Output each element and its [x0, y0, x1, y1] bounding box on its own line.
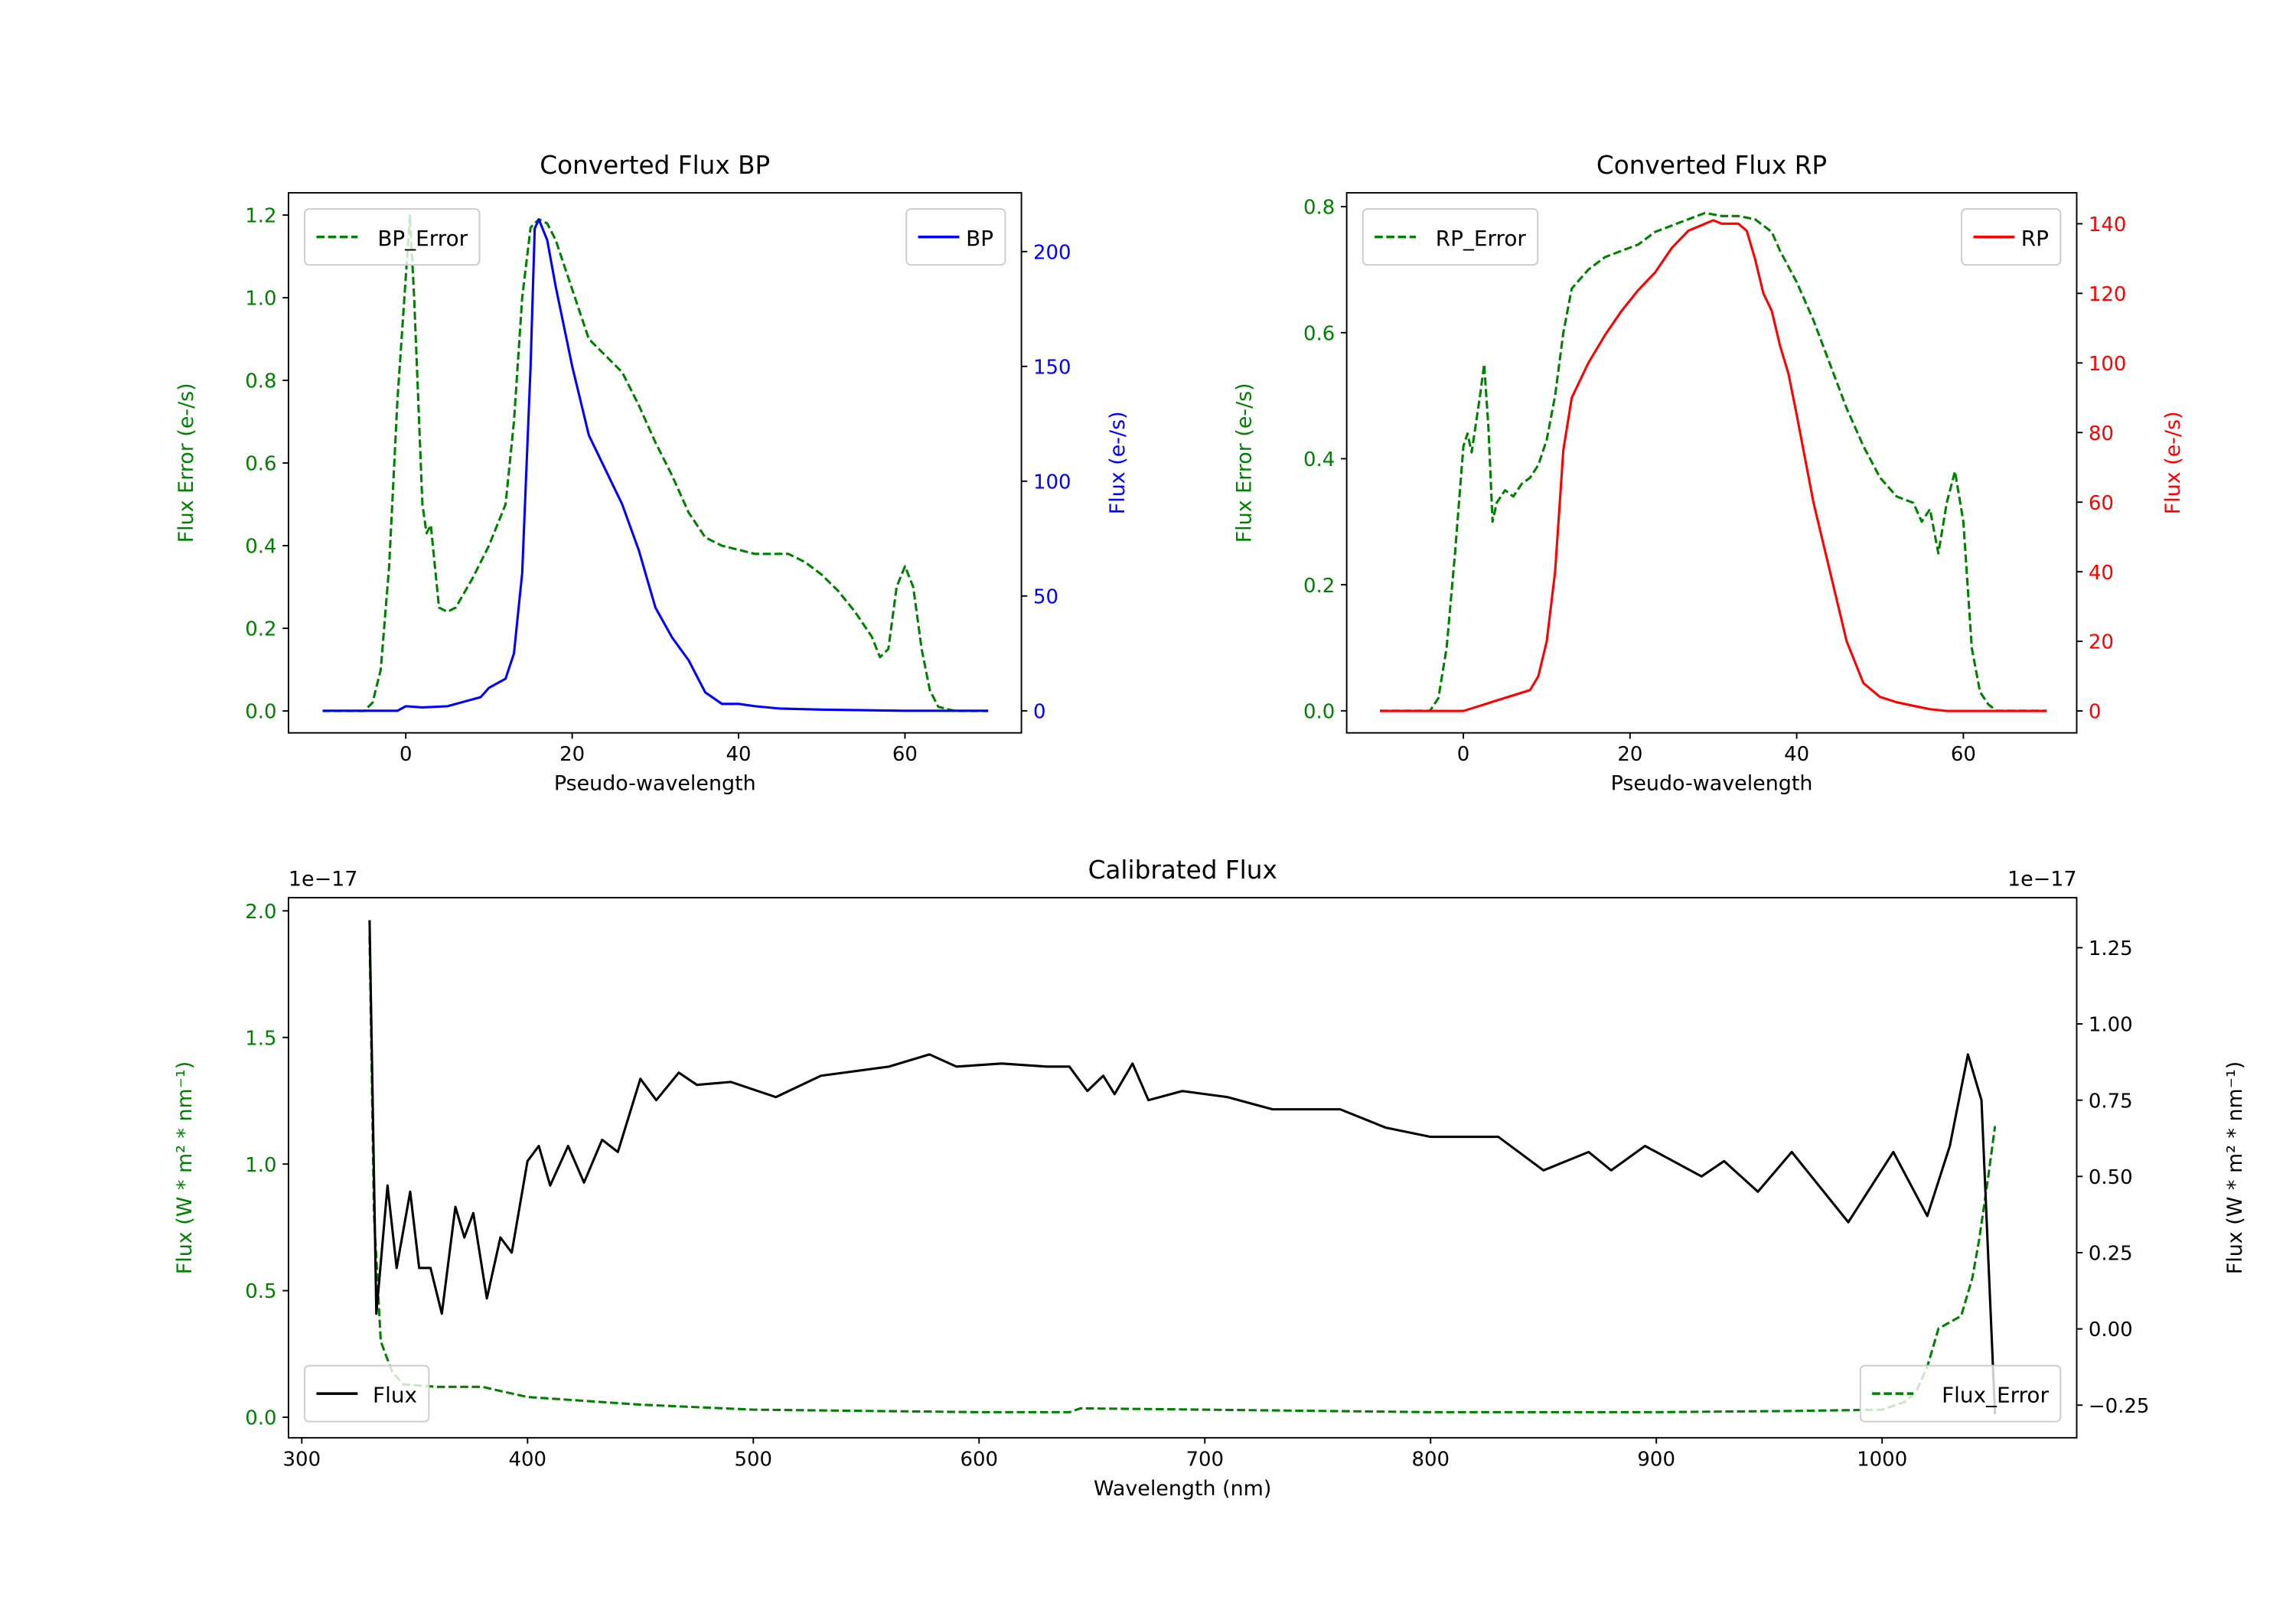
x-tick-label: 20 [1617, 743, 1642, 766]
y-left-tick-label: 1.2 [245, 205, 276, 228]
y-right-tick-label: 20 [2089, 631, 2114, 654]
y-left-tick-label: 0.6 [245, 453, 276, 476]
x-tick-label: 300 [283, 1448, 321, 1471]
axes-frame [287, 191, 1022, 734]
series-line-rp_error [1380, 211, 2047, 712]
y-right-tick-label: 140 [2089, 214, 2127, 236]
y-right-tick-label: 40 [2089, 562, 2114, 585]
y-left-tick-label: 0.8 [245, 370, 276, 393]
y-right-tick-label: 0.25 [2089, 1243, 2133, 1266]
y-right-tick-label: −0.25 [2089, 1395, 2150, 1418]
chart-converted-flux-rp: 0 20 40 60 0.0 0.2 0.4 0.6 0.8 0 20 40 60 80 100 120 140… [1233, 151, 2185, 796]
x-tick-label: 600 [960, 1448, 998, 1471]
y-left-tick-label: 0.2 [1303, 575, 1335, 598]
x-axis-label: Pseudo-wavelength [554, 772, 756, 796]
axes-frame [1345, 191, 2078, 734]
legend-rp: RP [1961, 208, 2062, 266]
x-axis-label: Pseudo-wavelength [1611, 772, 1813, 796]
y-right-axis-label: Flux (e-/s) [2161, 411, 2185, 514]
y-right-tick-label: 1.25 [2089, 937, 2133, 960]
y-right-tick-label: 80 [2089, 422, 2114, 445]
y-right-tick-label: 150 [1033, 356, 1071, 379]
legend-bp_error: BP_Error [304, 208, 481, 266]
y-left-tick-label: 0.0 [1303, 700, 1335, 723]
series-line-bp [322, 218, 989, 712]
y-right-tick-label: 60 [2089, 492, 2114, 515]
x-tick-label: 20 [559, 743, 585, 766]
y-right-tick-label: 0.75 [2089, 1090, 2133, 1113]
x-tick-label: 40 [1784, 743, 1809, 766]
y-right-tick-label: 50 [1033, 585, 1058, 608]
x-tick-label: 1000 [1857, 1448, 1907, 1471]
series-line-bp_error [322, 214, 989, 712]
x-tick-label: 700 [1186, 1448, 1224, 1471]
legend-label: RP_Error [1436, 226, 1527, 251]
legend-label: Flux [373, 1383, 417, 1408]
legend-box [304, 1364, 430, 1423]
legend-flux_error: Flux_Error [1859, 1364, 2062, 1423]
y-left-tick-label: 1.0 [245, 1154, 276, 1177]
x-tick-label: 900 [1637, 1448, 1675, 1471]
y-right-tick-label: 100 [1033, 471, 1071, 494]
legend-box [304, 208, 481, 266]
x-tick-label: 0 [1457, 743, 1470, 766]
series-line-flux_error [368, 936, 1997, 1413]
x-tick-label: 400 [509, 1448, 547, 1471]
series-line-rp [1380, 219, 2047, 712]
chart-title: Converted Flux BP [540, 151, 770, 180]
legend-label: BP_Error [377, 226, 468, 251]
y-right-axis-label: Flux (W * m² * nm⁻¹) [2223, 1061, 2247, 1274]
y-left-tick-label: 2.0 [245, 901, 276, 924]
x-tick-label: 500 [735, 1448, 773, 1471]
y-right-axis-label: Flux (e-/s) [1106, 411, 1130, 514]
x-tick-label: 0 [400, 743, 413, 766]
chart-calibrated-flux: 300 400 500 600 700 800 900 1000 0.0 0.5 1.0 1.5 2.0… [173, 856, 2247, 1501]
y-left-tick-label: 1.0 [245, 288, 276, 311]
y-left-axis-label: Flux Error (e-/s) [1233, 383, 1257, 543]
legend-rp_error: RP_Error [1362, 208, 1539, 266]
legend-bp: BP [905, 208, 1006, 266]
y-right-offset-label: 1e−17 [2007, 868, 2076, 892]
series-line-flux [368, 920, 1997, 1415]
x-tick-label: 60 [892, 743, 918, 766]
y-left-tick-label: 0.0 [245, 1407, 276, 1430]
y-left-axis-label: Flux Error (e-/s) [174, 383, 198, 543]
legend-label: Flux_Error [1942, 1383, 2049, 1408]
y-left-tick-label: 0.0 [245, 701, 276, 724]
y-left-tick-label: 1.5 [245, 1027, 276, 1050]
y-right-tick-label: 100 [2089, 353, 2127, 376]
x-tick-label: 40 [726, 743, 752, 766]
y-left-axis-label: Flux (W * m² * nm⁻¹) [173, 1061, 197, 1274]
y-left-tick-label: 0.8 [1303, 197, 1335, 220]
y-left-tick-label: 0.6 [1303, 322, 1335, 345]
chart-title: Calibrated Flux [1088, 856, 1277, 885]
y-right-tick-label: 120 [2089, 283, 2127, 306]
chart-title: Converted Flux RP [1596, 151, 1827, 180]
y-left-offset-label: 1e−17 [289, 868, 357, 892]
y-left-tick-label: 0.4 [245, 536, 276, 559]
y-right-tick-label: 1.00 [2089, 1014, 2133, 1037]
y-right-tick-label: 0.50 [2089, 1166, 2133, 1189]
legend-flux: Flux [304, 1364, 430, 1423]
axes-frame [287, 897, 2078, 1439]
legend-label: RP [2021, 226, 2049, 251]
legend-box [1362, 208, 1539, 266]
y-right-tick-label: 0 [2089, 701, 2102, 724]
x-tick-label: 60 [1951, 743, 1976, 766]
y-right-tick-label: 0 [1033, 701, 1046, 724]
x-tick-label: 800 [1411, 1448, 1450, 1471]
y-right-tick-label: 0.00 [2089, 1319, 2133, 1341]
y-left-tick-label: 0.4 [1303, 448, 1335, 471]
y-left-tick-label: 0.5 [245, 1280, 276, 1303]
y-right-tick-label: 200 [1033, 241, 1071, 264]
legend-box [1859, 1364, 2062, 1423]
y-left-tick-label: 0.2 [245, 618, 276, 641]
legend-label: BP [966, 226, 993, 251]
chart-converted-flux-bp: 0 20 40 60 0.0 0.2 0.4 0.6 0.8 1.0 1.2 0 50 100 150 200… [174, 151, 1130, 796]
x-axis-label: Wavelength (nm) [1094, 1477, 1271, 1501]
